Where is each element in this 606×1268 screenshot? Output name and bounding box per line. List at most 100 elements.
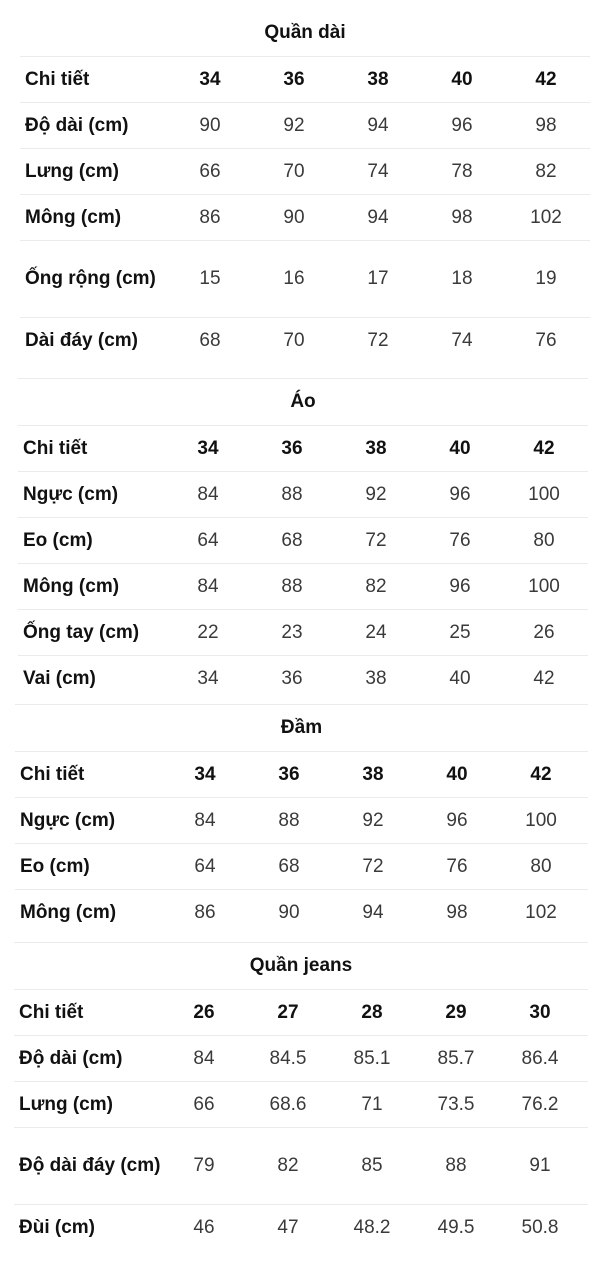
measurement-value: 84 <box>193 1047 215 1069</box>
measurement-value: 100 <box>528 483 560 505</box>
size-header: 30 <box>529 1001 551 1023</box>
table-row: Lưng (cm) 66 70 74 78 82 <box>20 148 590 194</box>
table-row: Độ dài đáy (cm) 79 82 85 88 91 <box>14 1127 588 1204</box>
measurement-value: 94 <box>367 206 389 228</box>
measurement-value: 84 <box>197 483 219 505</box>
measurement-value: 91 <box>529 1155 551 1176</box>
measurement-value: 88 <box>445 1155 467 1176</box>
measurement-value: 94 <box>362 901 384 923</box>
measurement-value: 92 <box>365 483 387 505</box>
measurement-value: 82 <box>277 1155 299 1176</box>
measurement-value: 85.1 <box>353 1047 391 1069</box>
measurement-value: 96 <box>449 575 471 597</box>
measurement-value: 18 <box>451 268 473 289</box>
table-title: Áo <box>18 378 588 425</box>
size-header: 36 <box>278 763 300 785</box>
table-row: Độ dài (cm) 90 92 94 96 98 <box>20 102 590 148</box>
table-row: Ngực (cm) 84 88 92 96 100 <box>15 797 588 843</box>
measurement-value: 96 <box>451 114 473 136</box>
measurement-value: 86 <box>194 901 216 923</box>
table-row: Ống rộng (cm) 15 16 17 18 19 <box>20 240 590 317</box>
measurement-value: 76 <box>446 855 468 877</box>
size-table: Áo Chi tiết 34 36 38 40 42 Ngực (cm) 84 88 92 96 100… <box>18 378 588 701</box>
measurement-value: 82 <box>365 575 387 597</box>
table-row: Ống tay (cm) 22 23 24 25 26 <box>18 609 588 655</box>
measurement-value: 78 <box>451 160 473 182</box>
row-label: Độ dài (cm) <box>25 114 129 136</box>
measurement-value: 19 <box>535 268 557 289</box>
measurement-value: 49.5 <box>437 1216 475 1238</box>
measurement-value: 71 <box>361 1093 383 1115</box>
measurement-value: 88 <box>278 809 300 831</box>
measurement-value: 76 <box>535 329 557 351</box>
measurement-value: 102 <box>525 901 557 923</box>
size-header: 28 <box>361 1001 383 1023</box>
measurement-value: 90 <box>278 901 300 923</box>
table-row: Vai (cm) 34 36 38 40 42 <box>18 655 588 701</box>
measurement-value: 26 <box>533 621 555 643</box>
size-header: 26 <box>193 1001 215 1023</box>
measurement-value: 48.2 <box>353 1216 391 1238</box>
row-label: Eo (cm) <box>20 855 90 877</box>
measurement-value: 68 <box>199 329 221 351</box>
row-label: Đùi (cm) <box>19 1216 95 1238</box>
measurement-value: 84 <box>197 575 219 597</box>
measurement-value: 50.8 <box>521 1216 559 1238</box>
row-label: Độ dài đáy (cm) <box>19 1155 161 1176</box>
measurement-value: 70 <box>283 160 305 182</box>
measurement-value: 96 <box>449 483 471 505</box>
measurement-value: 80 <box>530 855 552 877</box>
measurement-value: 84.5 <box>269 1047 307 1069</box>
table-header-row: Chi tiết 34 36 38 40 42 <box>15 751 588 797</box>
measurement-value: 34 <box>197 667 219 689</box>
measurement-value: 102 <box>530 206 562 228</box>
table-header-row: Chi tiết 34 36 38 40 42 <box>18 425 588 471</box>
measurement-value: 88 <box>281 483 303 505</box>
table-title: Quần jeans <box>14 942 588 989</box>
measurement-value: 68 <box>281 529 303 551</box>
measurement-value: 25 <box>449 621 471 643</box>
table-row: Eo (cm) 64 68 72 76 80 <box>18 517 588 563</box>
measurement-value: 96 <box>446 809 468 831</box>
size-header: 42 <box>535 68 557 90</box>
measurement-value: 80 <box>533 529 555 551</box>
measurement-value: 15 <box>199 268 221 289</box>
measurement-value: 73.5 <box>437 1093 475 1115</box>
size-header: 36 <box>281 437 303 459</box>
measurement-value: 76.2 <box>521 1093 559 1115</box>
measurement-value: 24 <box>365 621 387 643</box>
size-header: 42 <box>530 763 552 785</box>
measurement-value: 68 <box>278 855 300 877</box>
size-header: 36 <box>283 68 305 90</box>
table-header-row: Chi tiết 34 36 38 40 42 <box>20 56 590 102</box>
table-row: Đùi (cm) 46 47 48.2 49.5 50.8 <box>14 1204 588 1250</box>
table-row: Mông (cm) 86 90 94 98 102 <box>20 194 590 240</box>
row-label: Mông (cm) <box>20 901 117 923</box>
measurement-value: 40 <box>449 667 471 689</box>
measurement-value: 94 <box>367 114 389 136</box>
row-label: Lưng (cm) <box>25 160 119 182</box>
row-label: Ống tay (cm) <box>23 621 140 643</box>
table-row: Độ dài (cm) 84 84.5 85.1 85.7 86.4 <box>14 1035 588 1081</box>
row-label: Ngực (cm) <box>23 483 119 505</box>
measurement-value: 70 <box>283 329 305 351</box>
measurement-value: 66 <box>199 160 221 182</box>
measurement-value: 64 <box>197 529 219 551</box>
table-header-row: Chi tiết 26 27 28 29 30 <box>14 989 588 1035</box>
size-header: 34 <box>197 437 219 459</box>
header-label: Chi tiết <box>25 68 90 90</box>
size-header: 29 <box>445 1001 467 1023</box>
measurement-value: 16 <box>283 268 305 289</box>
table-row: Mông (cm) 86 90 94 98 102 <box>15 889 588 935</box>
measurement-value: 86.4 <box>521 1047 559 1069</box>
measurement-value: 90 <box>199 114 221 136</box>
measurement-value: 90 <box>283 206 305 228</box>
size-header: 27 <box>277 1001 299 1023</box>
measurement-value: 38 <box>365 667 387 689</box>
measurement-value: 98 <box>451 206 473 228</box>
table-row: Lưng (cm) 66 68.6 71 73.5 76.2 <box>14 1081 588 1127</box>
measurement-value: 79 <box>193 1155 215 1176</box>
measurement-value: 85 <box>361 1155 383 1176</box>
measurement-value: 88 <box>281 575 303 597</box>
table-row: Ngực (cm) 84 88 92 96 100 <box>18 471 588 517</box>
